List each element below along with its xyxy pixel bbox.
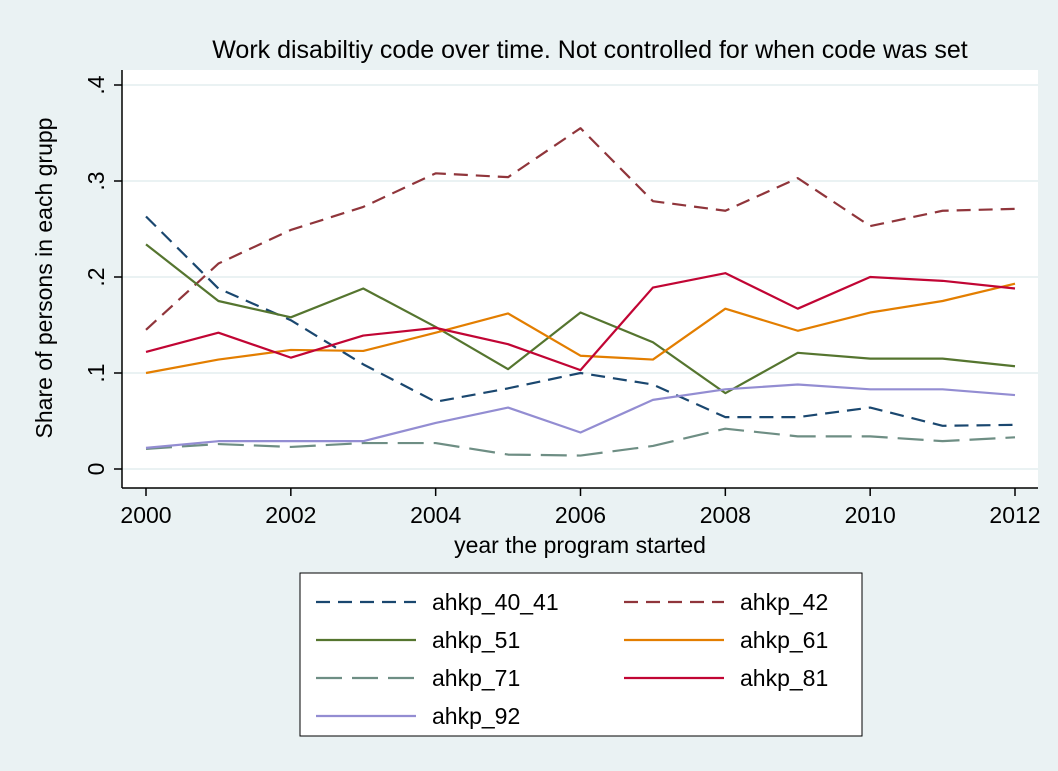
y-axis-label: Share of persons in each grupp	[31, 118, 57, 439]
series-line-ahkp-42	[145, 127, 1016, 331]
legend-label: ahkp_51	[432, 627, 520, 653]
y-tick-label: .2	[83, 267, 109, 286]
x-tick-label: 2012	[989, 502, 1040, 528]
series-line-ahkp-81	[145, 272, 1016, 372]
x-tick-label: 2000	[120, 502, 171, 528]
series-lines	[145, 127, 1016, 457]
y-tick-label: .1	[83, 363, 109, 382]
legend-box	[299, 572, 863, 737]
series-line-ahkp-40-41	[145, 215, 1016, 427]
x-tick-label: 2002	[265, 502, 316, 528]
y-ticks: 0 .1 .2 .3 .4	[83, 75, 122, 475]
legend-label: ahkp_61	[740, 627, 828, 653]
y-tick-label: .3	[83, 171, 109, 190]
series-line-ahkp-51	[145, 243, 1016, 395]
x-tick-label: 2006	[555, 502, 606, 528]
y-tick-label: 0	[83, 463, 109, 476]
x-tick-label: 2008	[700, 502, 751, 528]
x-tick-label: 2004	[410, 502, 461, 528]
series-line-ahkp-92	[145, 383, 1016, 449]
y-tick-label: .4	[83, 75, 109, 94]
legend-label: ahkp_81	[740, 665, 828, 691]
x-tick-label: 2010	[845, 502, 896, 528]
series-line-ahkp-71	[145, 427, 1016, 457]
x-ticks: 2000 2002 2004 2006 2008 2010 2012	[120, 488, 1041, 528]
x-axis-label: year the program started	[454, 532, 706, 558]
legend-label: ahkp_40_41	[432, 589, 559, 615]
plot-area	[122, 70, 1038, 488]
legend-label: ahkp_42	[740, 589, 828, 615]
chart-title: Work disabiltiy code over time. Not cont…	[212, 36, 967, 64]
legend-label: ahkp_92	[432, 703, 520, 729]
legend-label: ahkp_71	[432, 665, 520, 691]
series-line-ahkp-61	[145, 282, 1016, 375]
